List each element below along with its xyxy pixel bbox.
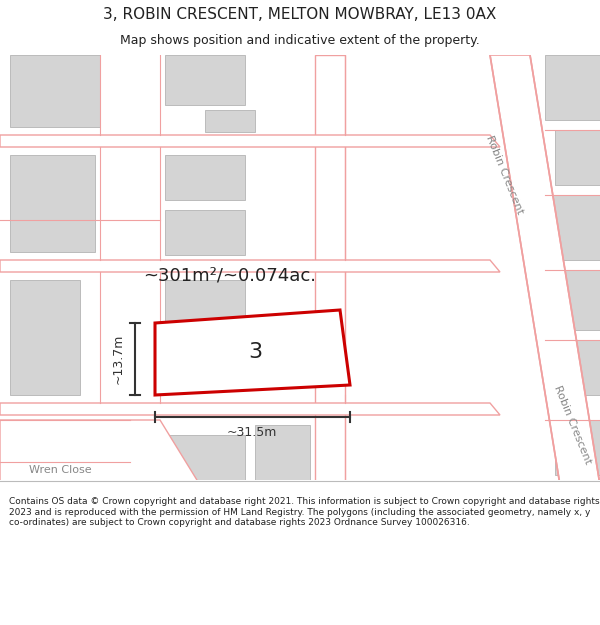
- Polygon shape: [0, 403, 500, 415]
- Bar: [10, 155, 95, 252]
- Text: 3: 3: [248, 342, 262, 362]
- Text: ~301m²/~0.074ac.: ~301m²/~0.074ac.: [143, 266, 317, 284]
- Text: 3, ROBIN CRESCENT, MELTON MOWBRAY, LE13 0AX: 3, ROBIN CRESCENT, MELTON MOWBRAY, LE13 …: [103, 8, 497, 22]
- Text: Robin Crescent: Robin Crescent: [485, 134, 526, 216]
- Text: Robin Crescent: Robin Crescent: [553, 384, 593, 466]
- Bar: [550, 270, 600, 330]
- Polygon shape: [0, 135, 500, 147]
- Bar: [555, 420, 600, 475]
- Bar: [165, 55, 245, 105]
- Bar: [255, 425, 310, 480]
- Text: Contains OS data © Crown copyright and database right 2021. This information is : Contains OS data © Crown copyright and d…: [9, 498, 599, 528]
- Bar: [10, 425, 70, 480]
- Bar: [10, 280, 80, 395]
- Bar: [165, 210, 245, 255]
- Text: Wren Close: Wren Close: [29, 465, 91, 475]
- Bar: [165, 155, 245, 200]
- Text: Map shows position and indicative extent of the property.: Map shows position and indicative extent…: [120, 34, 480, 47]
- Bar: [545, 55, 600, 120]
- Text: ~13.7m: ~13.7m: [112, 334, 125, 384]
- Bar: [545, 195, 600, 260]
- Bar: [165, 280, 245, 335]
- Text: ~31.5m: ~31.5m: [227, 426, 277, 439]
- Polygon shape: [490, 55, 600, 485]
- Bar: [555, 130, 600, 185]
- Bar: [165, 435, 245, 480]
- Polygon shape: [0, 260, 500, 272]
- Polygon shape: [315, 55, 345, 485]
- Polygon shape: [0, 420, 200, 485]
- Bar: [10, 55, 100, 127]
- Bar: [555, 340, 600, 395]
- Bar: [205, 110, 255, 132]
- Polygon shape: [155, 310, 350, 395]
